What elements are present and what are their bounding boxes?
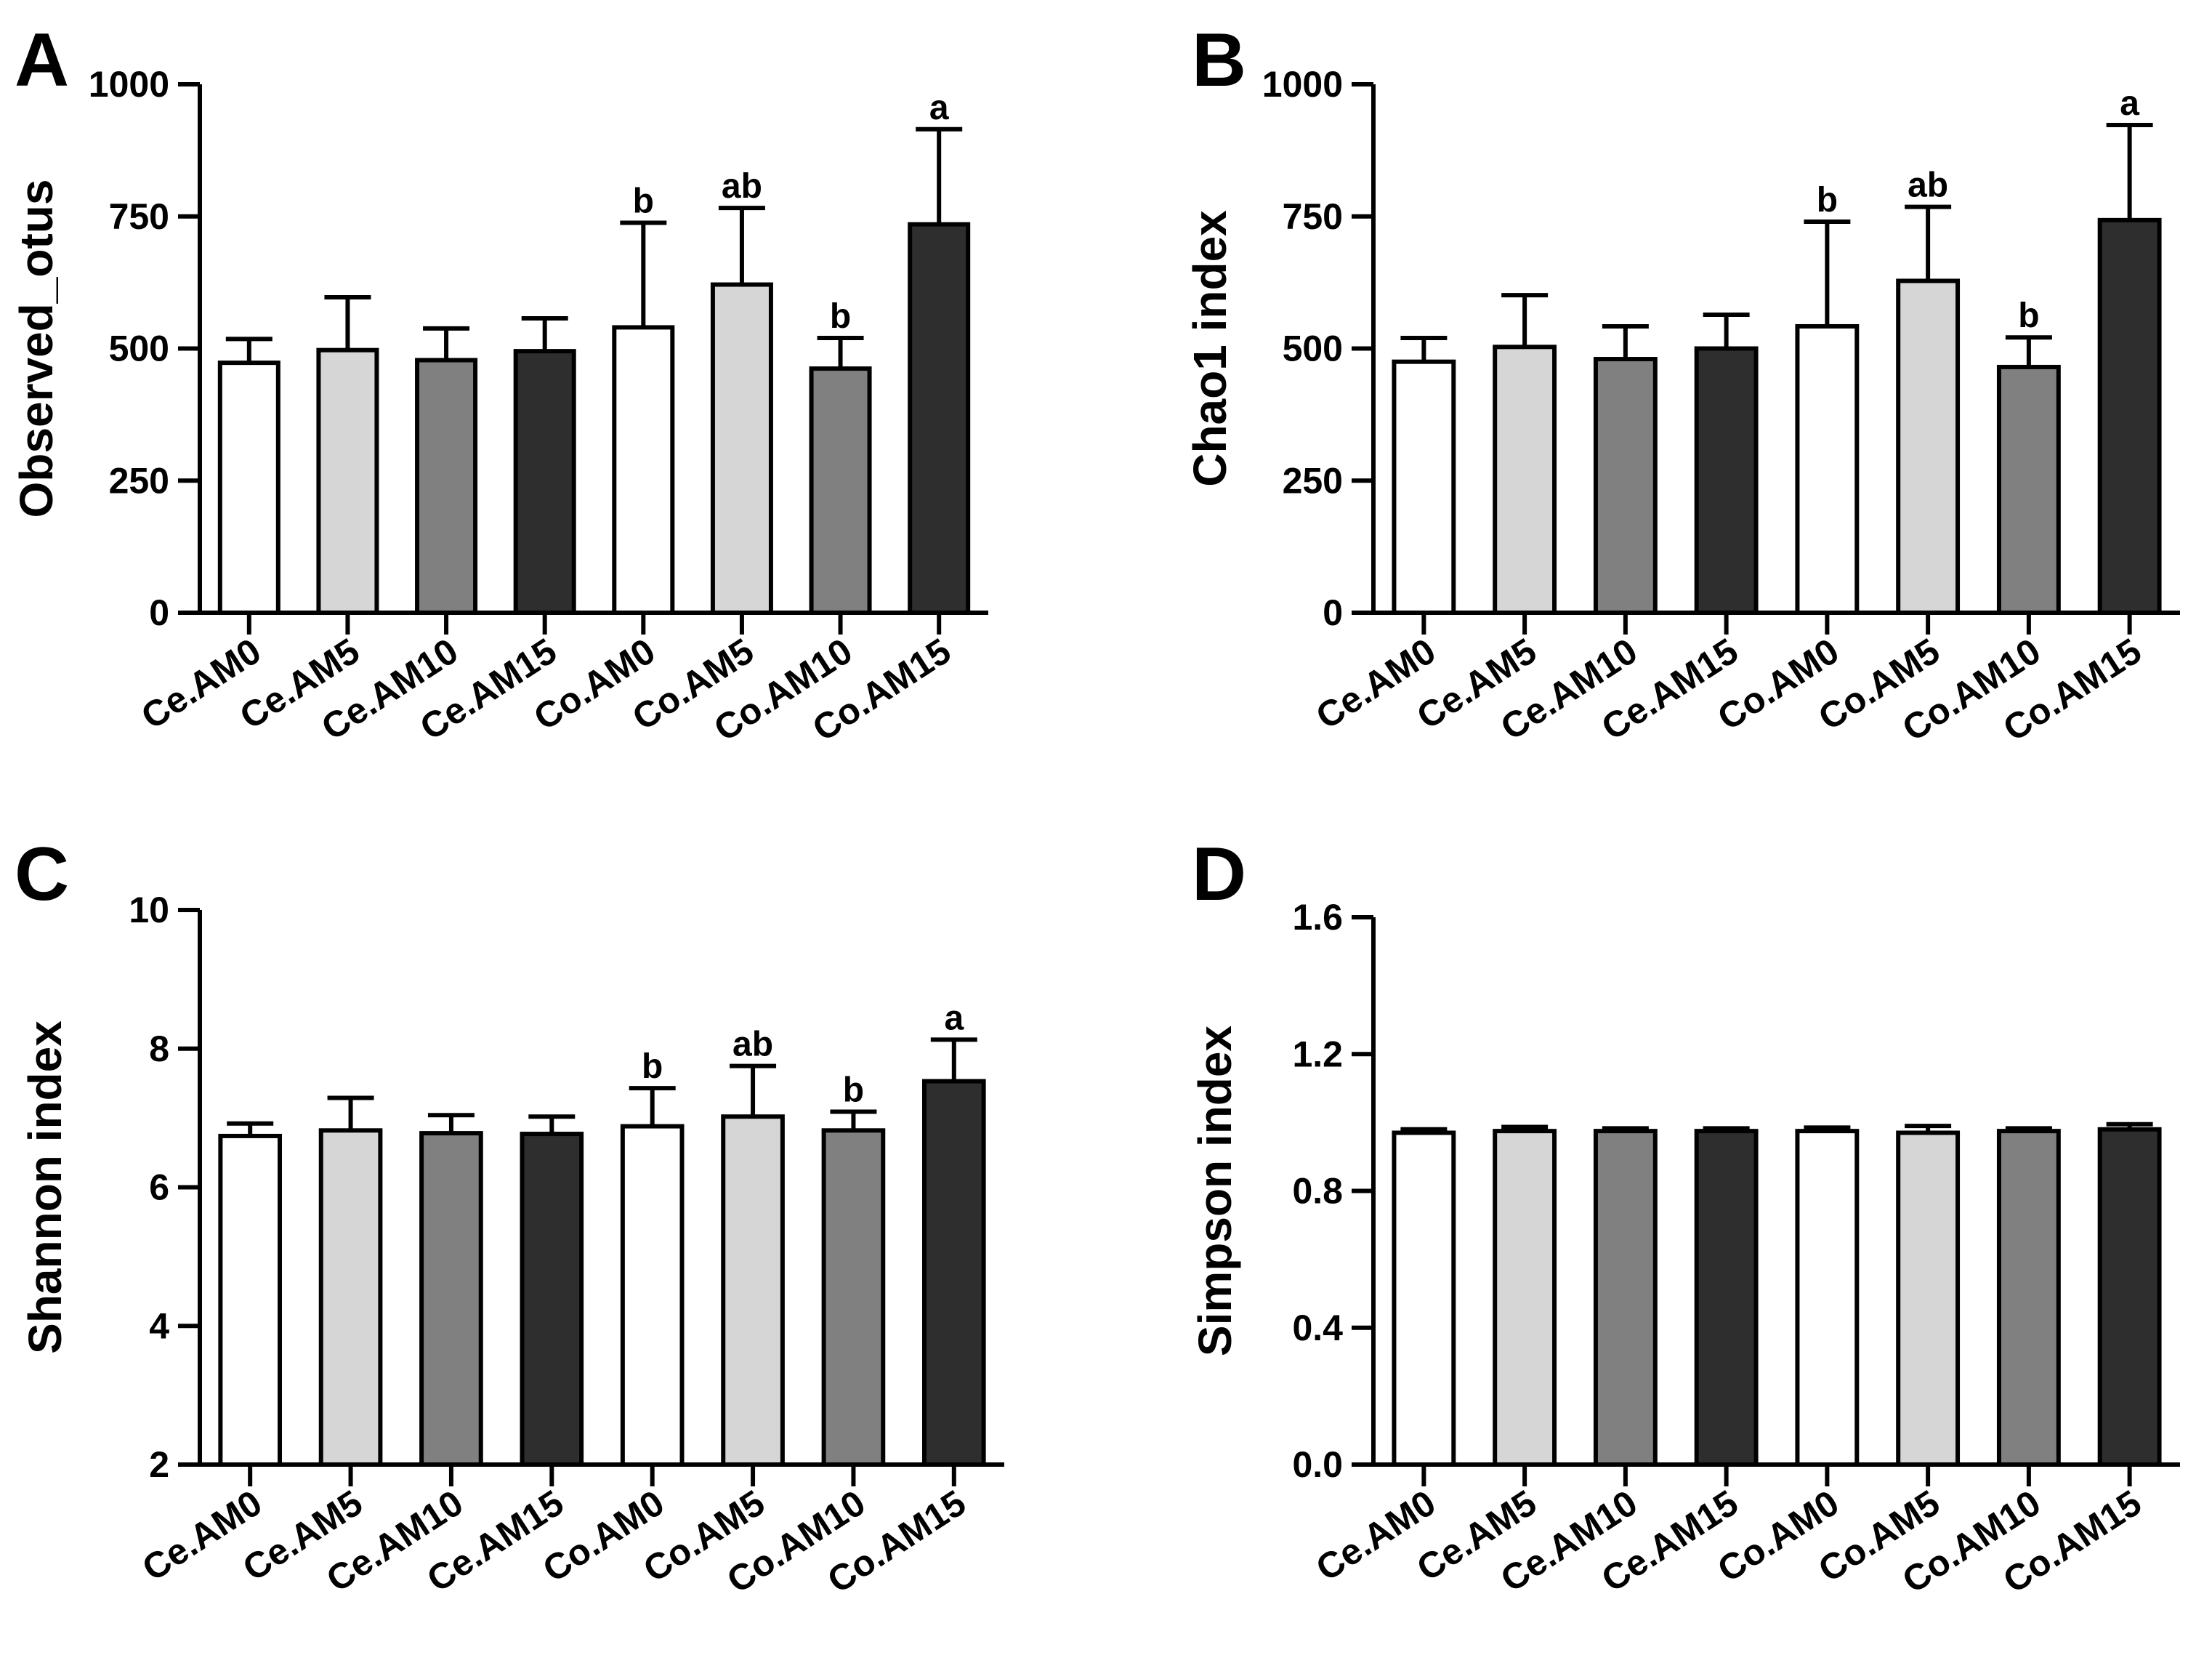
y-tick-label: 6 xyxy=(149,1167,169,1208)
bar xyxy=(1392,1130,1456,1467)
y-axis-label: Simpson index xyxy=(1189,1026,1241,1357)
bar xyxy=(721,1114,785,1467)
significance-label: b xyxy=(1817,181,1838,220)
panel-letter: B xyxy=(1192,18,1246,102)
significance-label: b xyxy=(633,182,654,220)
bar xyxy=(1996,1129,2061,1467)
bar xyxy=(218,1133,283,1467)
significance-label: a xyxy=(2120,84,2139,123)
y-tick-label: 250 xyxy=(109,460,169,501)
bar xyxy=(520,1132,584,1467)
y-tick-label: 750 xyxy=(1283,196,1343,237)
significance-label: ab xyxy=(722,167,762,206)
bar xyxy=(1896,278,1961,615)
y-tick-label: 1.2 xyxy=(1292,1034,1343,1074)
y-axis-label: Chao1 index xyxy=(1184,210,1236,487)
bar xyxy=(620,1124,685,1467)
significance-label: a xyxy=(944,999,964,1037)
y-tick-label: 0.8 xyxy=(1292,1171,1343,1212)
bar xyxy=(513,349,576,615)
significance-label: b xyxy=(2018,297,2039,335)
y-tick-label: 4 xyxy=(149,1305,169,1346)
bar xyxy=(1593,357,1658,615)
y-tick-label: 1000 xyxy=(89,64,169,105)
significance-label: b xyxy=(830,297,851,336)
bar xyxy=(1493,345,1557,615)
bar xyxy=(1493,1129,1557,1467)
bar xyxy=(1996,364,2061,615)
bar xyxy=(1795,323,1860,615)
y-tick-label: 250 xyxy=(1283,460,1343,501)
y-tick-label: 1.6 xyxy=(1292,897,1343,938)
bar xyxy=(1593,1129,1658,1467)
significance-label: ab xyxy=(732,1026,773,1064)
y-tick-label: 0 xyxy=(1323,592,1343,633)
significance-label: b xyxy=(843,1071,864,1110)
y-tick-label: 500 xyxy=(109,329,169,369)
bar xyxy=(1694,346,1759,615)
bar xyxy=(1896,1130,1961,1467)
y-axis-label: Shannon index xyxy=(19,1020,71,1354)
bar xyxy=(2097,1127,2162,1467)
bar xyxy=(1795,1129,1860,1467)
bar xyxy=(921,1079,986,1467)
y-tick-label: 0 xyxy=(149,592,169,633)
y-tick-label: 500 xyxy=(1283,329,1343,369)
chart-panel-a: AObserved_otusCe.AM0Ce.AM5Ce.AM10Ce.AM15… xyxy=(10,18,988,749)
y-tick-label: 2 xyxy=(149,1444,169,1485)
panel-letter: D xyxy=(1192,832,1246,917)
bar xyxy=(1392,359,1456,615)
significance-label: b xyxy=(642,1047,663,1086)
panel-letter: C xyxy=(15,832,69,917)
bar xyxy=(2097,217,2162,615)
bar xyxy=(419,1131,483,1467)
significance-label: ab xyxy=(1908,166,1948,205)
y-tick-label: 10 xyxy=(129,890,169,930)
y-tick-label: 8 xyxy=(149,1028,169,1069)
y-tick-label: 1000 xyxy=(1262,64,1343,105)
bar xyxy=(612,325,675,615)
y-axis-label: Observed_otus xyxy=(10,180,62,518)
bar xyxy=(217,361,280,615)
bar xyxy=(415,358,478,615)
bar xyxy=(908,222,971,615)
panel-letter: A xyxy=(15,18,69,102)
y-tick-label: 0.4 xyxy=(1292,1308,1343,1348)
y-tick-label: 750 xyxy=(109,196,169,237)
bar xyxy=(809,366,872,615)
y-tick-label: 0.0 xyxy=(1292,1444,1343,1485)
significance-label: a xyxy=(929,89,949,127)
bar xyxy=(710,282,773,615)
bar xyxy=(1694,1129,1759,1467)
bar xyxy=(316,347,379,615)
bar xyxy=(821,1128,886,1467)
bar xyxy=(318,1128,383,1467)
